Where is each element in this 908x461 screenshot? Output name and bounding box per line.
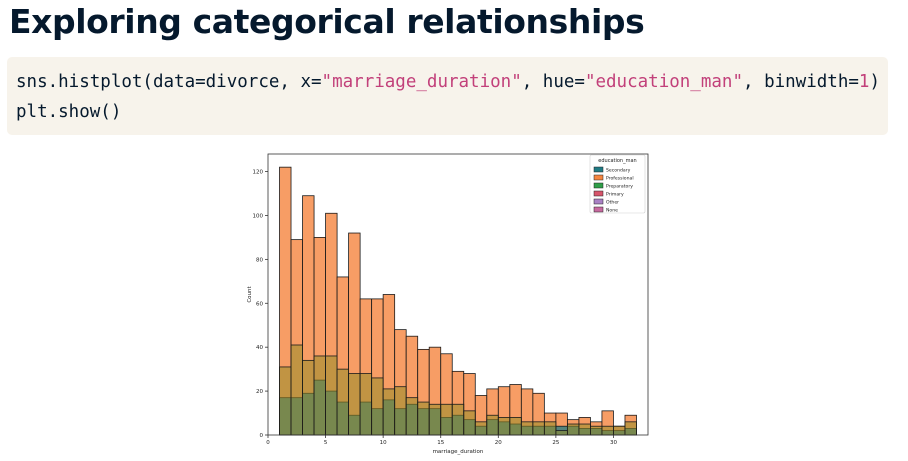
page-title: Exploring categorical relationships bbox=[9, 2, 645, 41]
x-tick-label: 5 bbox=[324, 440, 328, 446]
histogram-chart: 0 20 40 60 80 100 120 0 5 10 15 20 25 30 marriage_dura… bbox=[247, 153, 649, 455]
legend-label: Secondary bbox=[606, 168, 631, 174]
histogram-bar bbox=[509, 417, 522, 436]
histogram-bar bbox=[613, 425, 626, 436]
legend-title: education_man bbox=[598, 158, 636, 164]
y-tick-label: 80 bbox=[256, 257, 263, 263]
histogram-bar bbox=[555, 430, 568, 436]
y-tick-label: 120 bbox=[253, 170, 264, 176]
x-tick-label: 30 bbox=[610, 440, 617, 446]
histogram-bar bbox=[578, 423, 591, 436]
legend-swatch bbox=[593, 182, 604, 189]
histogram-bar bbox=[474, 421, 488, 436]
histogram-bar bbox=[601, 425, 614, 436]
plot-frame bbox=[267, 153, 649, 436]
code-line-1: sns.histplot(data=divorce, x="marriage_d… bbox=[16, 67, 888, 97]
histogram-bar bbox=[336, 368, 350, 436]
x-tick-label: 15 bbox=[437, 440, 444, 446]
legend-swatch bbox=[593, 166, 604, 173]
histogram-bar bbox=[348, 373, 361, 436]
code-block: sns.histplot(data=divorce, x="marriage_d… bbox=[7, 57, 888, 135]
code-token: "education_man" bbox=[584, 72, 743, 92]
x-axis-label: marriage_duration bbox=[433, 449, 484, 455]
legend-label: Preparatory bbox=[606, 184, 633, 190]
histogram-bar bbox=[382, 388, 396, 436]
histogram-bar bbox=[497, 417, 511, 436]
histogram-bar bbox=[405, 397, 419, 436]
histogram-bar bbox=[394, 386, 407, 436]
x-tick-label: 10 bbox=[380, 440, 387, 446]
histogram-bar bbox=[624, 421, 637, 436]
histogram-bar bbox=[302, 359, 315, 436]
x-tick-label: 0 bbox=[266, 440, 270, 446]
histogram-bar bbox=[428, 403, 442, 436]
code-token: 1 bbox=[858, 72, 870, 92]
histogram-bar bbox=[417, 401, 430, 436]
histogram-bar bbox=[590, 425, 603, 436]
legend-label: None bbox=[606, 208, 618, 214]
y-tick-label: 100 bbox=[253, 213, 264, 219]
y-tick-label: 20 bbox=[256, 389, 263, 395]
legend-swatch bbox=[593, 198, 604, 205]
code-line-2: plt.show() bbox=[16, 102, 122, 122]
code-token: ) bbox=[869, 72, 880, 92]
legend-label: Professional bbox=[606, 176, 634, 182]
histogram-bar bbox=[486, 414, 499, 436]
code-token: sns.histplot(data=divorce, x= bbox=[16, 72, 322, 92]
y-tick-label: 40 bbox=[256, 345, 263, 351]
code-token: "marriage_duration" bbox=[321, 72, 522, 92]
histogram-bar bbox=[566, 423, 580, 436]
legend-swatch bbox=[593, 190, 604, 197]
x-tick-label: 25 bbox=[552, 440, 559, 446]
histogram-bar bbox=[520, 421, 534, 436]
y-tick-label: 60 bbox=[256, 301, 263, 307]
histogram-bar bbox=[359, 373, 373, 436]
legend-swatch bbox=[593, 206, 604, 213]
legend-label: Other bbox=[606, 200, 619, 206]
y-tick-label: 0 bbox=[260, 433, 264, 439]
histogram-bar bbox=[290, 344, 303, 436]
legend-swatch bbox=[593, 174, 604, 181]
histogram-bar bbox=[463, 410, 476, 436]
x-tick-label: 20 bbox=[495, 440, 502, 446]
histogram-bar bbox=[532, 421, 545, 436]
histogram-bar bbox=[440, 403, 453, 436]
histogram-figure: 0 20 40 60 80 100 120 0 5 10 15 20 25 30 marriage_dura… bbox=[242, 148, 660, 457]
legend-label: Primary bbox=[606, 192, 624, 198]
histogram-bar bbox=[325, 355, 338, 436]
histogram-bar bbox=[371, 377, 384, 436]
histogram-bar bbox=[543, 421, 557, 436]
code-token: , hue= bbox=[521, 72, 585, 92]
y-axis-label: Count bbox=[247, 285, 253, 302]
legend-box bbox=[589, 154, 646, 214]
code-token: , binwidth= bbox=[743, 72, 859, 92]
histogram-bar bbox=[451, 403, 465, 436]
histogram-bar bbox=[279, 366, 292, 436]
histogram-bar bbox=[313, 355, 326, 436]
